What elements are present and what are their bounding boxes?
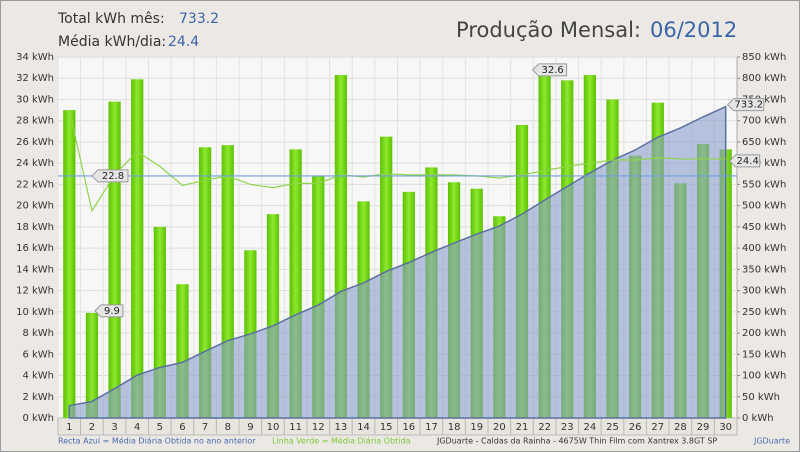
x-tick-label: 27 bbox=[651, 422, 664, 433]
y-tick-label: 26 kWh bbox=[16, 137, 54, 148]
legend-green: Linha Verde = Média Diária Obtida bbox=[272, 436, 411, 446]
x-tick-label: 21 bbox=[516, 422, 529, 433]
x-tick-label: 1 bbox=[66, 422, 72, 433]
bar bbox=[131, 79, 144, 418]
y2-tick-label: 500 kWh bbox=[742, 201, 786, 212]
stat-value: 24.4 bbox=[168, 34, 199, 50]
y2-tick-label: 650 kWh bbox=[742, 137, 786, 148]
y-tick-label: 6 kWh bbox=[22, 349, 54, 360]
y-tick-label: 0 kWh bbox=[22, 413, 54, 424]
y-tick-label: 4 kWh bbox=[22, 371, 54, 382]
footer: JGDuarte - Caldas da Rainha - 4675W Thin… bbox=[436, 437, 717, 446]
x-tick-label: 24 bbox=[584, 422, 597, 433]
y2-tick-label: 450 kWh bbox=[742, 222, 786, 233]
data-label: 22.8 bbox=[102, 171, 124, 182]
y-tick-label: 34 kWh bbox=[16, 52, 54, 63]
callout-box bbox=[94, 304, 124, 318]
x-tick-label: 4 bbox=[134, 422, 140, 433]
x-tick-label: 29 bbox=[697, 422, 710, 433]
y-tick-label: 16 kWh bbox=[16, 243, 54, 254]
y-tick-label: 14 kWh bbox=[16, 264, 54, 275]
x-tick-label: 5 bbox=[157, 422, 163, 433]
y2-tick-label: 200 kWh bbox=[742, 328, 786, 339]
x-tick-label: 2 bbox=[89, 422, 95, 433]
x-tick-label: 19 bbox=[470, 422, 483, 433]
x-tick-label: 11 bbox=[289, 422, 302, 433]
data-label: 32.6 bbox=[541, 65, 563, 76]
x-tick-label: 7 bbox=[202, 422, 208, 433]
y2-tick-label: 100 kWh bbox=[742, 371, 786, 382]
y2-tick-label: 50 kWh bbox=[742, 392, 780, 403]
x-tick-label: 16 bbox=[402, 422, 415, 433]
y-tick-label: 32 kWh bbox=[16, 73, 54, 84]
stat-label: Total kWh mês: bbox=[57, 11, 165, 27]
y2-tick-label: 400 kWh bbox=[742, 243, 786, 254]
y2-tick-label: 800 kWh bbox=[742, 73, 786, 84]
y2-tick-label: 0 kWh bbox=[742, 413, 774, 424]
callout-box bbox=[726, 98, 765, 112]
y-tick-label: 24 kWh bbox=[16, 158, 54, 169]
y-tick-label: 8 kWh bbox=[22, 328, 54, 339]
callout-box bbox=[91, 169, 129, 183]
chart-subtitle: 06/2012 bbox=[650, 18, 737, 42]
bar bbox=[85, 312, 99, 418]
x-tick-label: 23 bbox=[561, 422, 574, 433]
y-tick-label: 12 kWh bbox=[16, 286, 54, 297]
chart-title: Produção Mensal: bbox=[456, 18, 641, 42]
y-tick-label: 20 kWh bbox=[16, 201, 54, 212]
y2-tick-label: 150 kWh bbox=[742, 349, 786, 360]
x-tick-label: 28 bbox=[674, 422, 687, 433]
y2-tick-label: 700 kWh bbox=[742, 116, 786, 127]
area bbox=[68, 105, 727, 419]
y-tick-label: 18 kWh bbox=[16, 222, 54, 233]
x-tick-label: 10 bbox=[267, 422, 280, 433]
credit: JGDuarte bbox=[753, 437, 790, 446]
x-tick-label: 17 bbox=[425, 422, 438, 433]
stat-value: 733.2 bbox=[179, 11, 219, 27]
x-tick-label: 25 bbox=[606, 422, 619, 433]
y-tick-label: 28 kWh bbox=[16, 116, 54, 127]
x-tick-label: 30 bbox=[719, 422, 732, 433]
x-tick-label: 12 bbox=[312, 422, 325, 433]
x-tick-label: 3 bbox=[111, 422, 117, 433]
legend-blue: Recta Azul = Média Diária Obtida no ano … bbox=[58, 436, 256, 446]
y2-tick-label: 850 kWh bbox=[742, 52, 786, 63]
x-tick-label: 15 bbox=[380, 422, 393, 433]
y2-tick-label: 550 kWh bbox=[742, 179, 786, 190]
bar bbox=[108, 101, 121, 418]
data-label: 9.9 bbox=[104, 306, 120, 317]
y2-tick-label: 350 kWh bbox=[742, 264, 786, 275]
stat-label: Média kWh/dia: bbox=[58, 34, 166, 50]
y-tick-label: 10 kWh bbox=[16, 307, 54, 318]
y-tick-label: 22 kWh bbox=[16, 179, 54, 190]
x-tick-label: 9 bbox=[247, 422, 253, 433]
x-tick-label: 8 bbox=[225, 422, 231, 433]
callout-box bbox=[728, 154, 761, 168]
y-tick-label: 30 kWh bbox=[16, 94, 54, 105]
x-tick-label: 13 bbox=[335, 422, 348, 433]
avg-line bbox=[68, 109, 726, 213]
data-label: 24.4 bbox=[737, 156, 759, 167]
x-tick-label: 26 bbox=[629, 422, 642, 433]
x-tick-label: 18 bbox=[448, 422, 461, 433]
y2-tick-label: 300 kWh bbox=[742, 286, 786, 297]
y2-tick-label: 250 kWh bbox=[742, 307, 786, 318]
x-tick-label: 6 bbox=[179, 422, 185, 433]
callout-box bbox=[531, 63, 568, 77]
y2-tick-label: 600 kWh bbox=[742, 158, 786, 169]
y-tick-label: 2 kWh bbox=[22, 392, 54, 403]
data-label: 733.2 bbox=[734, 100, 763, 111]
bar bbox=[63, 110, 76, 419]
x-tick-label: 14 bbox=[357, 422, 370, 433]
x-tick-label: 20 bbox=[493, 422, 506, 433]
x-tick-label: 22 bbox=[538, 422, 551, 433]
